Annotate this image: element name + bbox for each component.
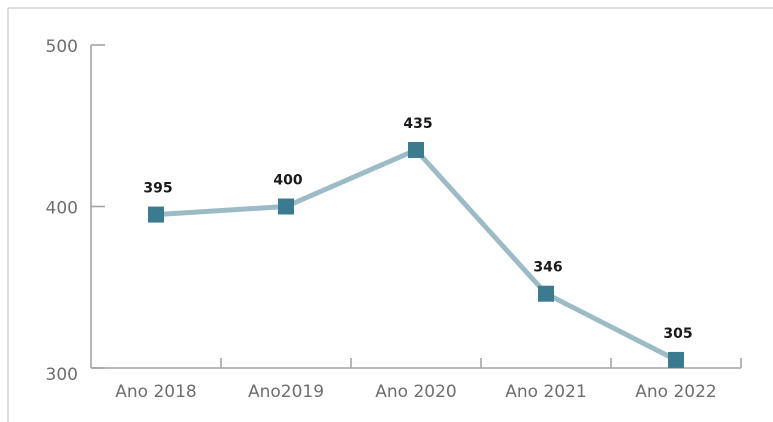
x-tick-label: Ano 2021 <box>505 382 586 402</box>
x-tick-label: Ano2019 <box>248 382 324 402</box>
y-tick-label: 500 <box>46 37 78 57</box>
y-tick-label: 300 <box>46 365 78 385</box>
x-tick-label: Ano 2022 <box>635 382 716 402</box>
data-point-marker <box>538 285 554 302</box>
x-tick-label: Ano 2020 <box>375 382 456 402</box>
data-point-marker <box>278 198 294 215</box>
data-label: 400 <box>273 173 302 189</box>
data-point-marker <box>148 206 164 223</box>
data-label: 395 <box>143 181 172 197</box>
data-label: 305 <box>663 326 692 342</box>
data-point-marker <box>408 141 424 158</box>
y-tick-label: 400 <box>46 199 78 219</box>
data-label: 435 <box>403 116 432 132</box>
x-tick-label: Ano 2018 <box>115 382 196 402</box>
data-label: 346 <box>533 260 562 276</box>
data-point-marker <box>668 351 684 368</box>
